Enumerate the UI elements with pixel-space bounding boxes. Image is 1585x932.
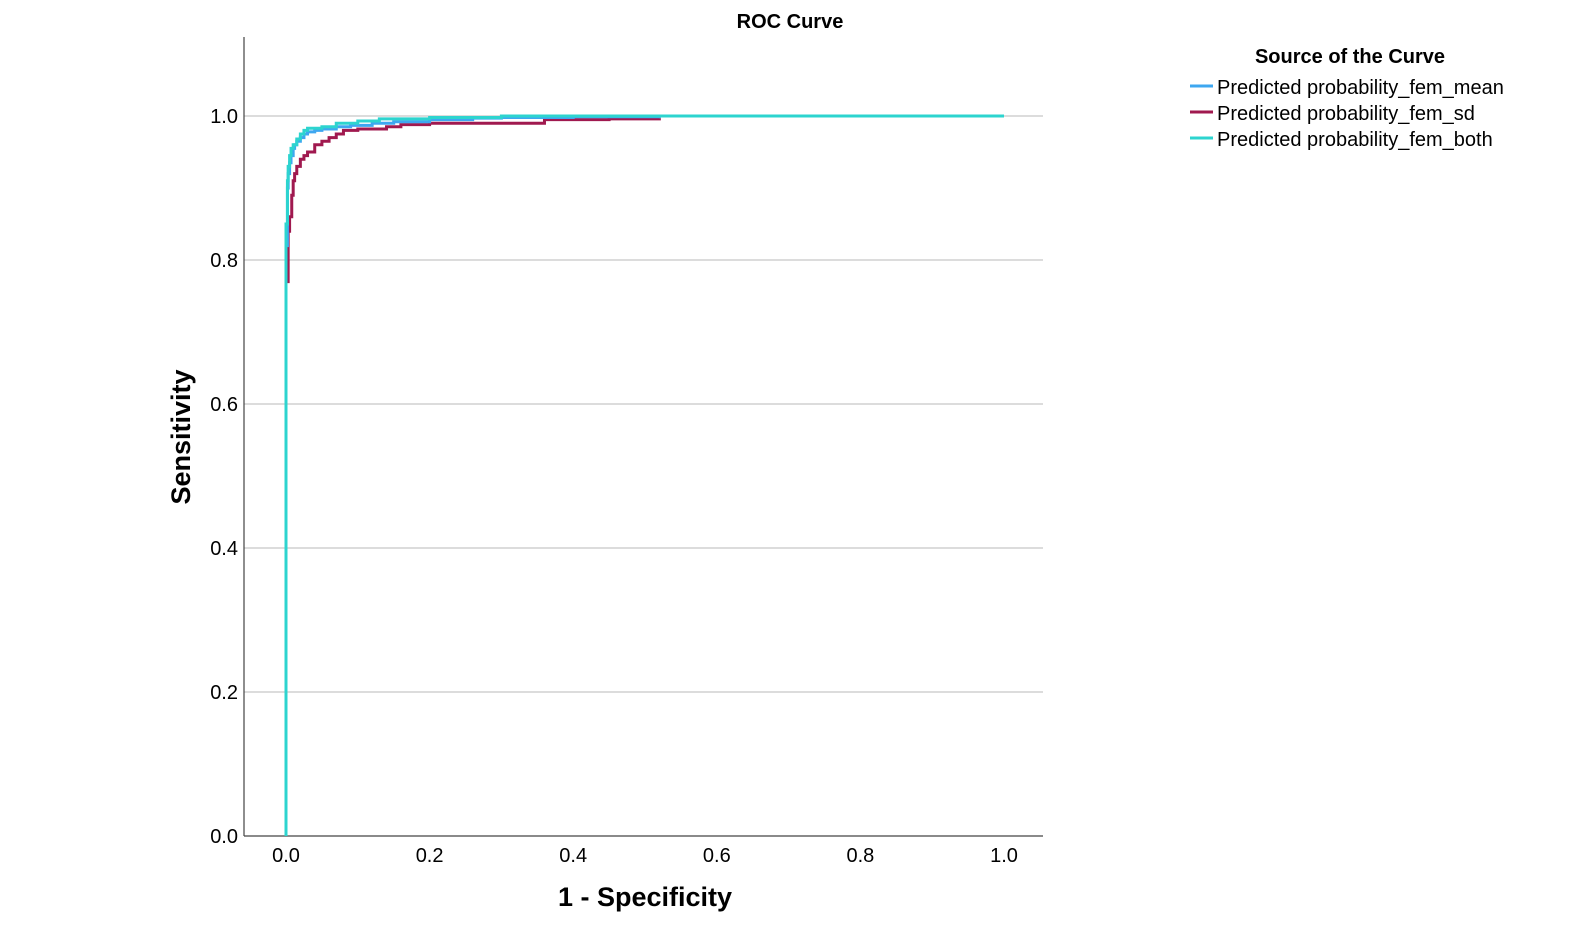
- legend-items: Predicted probability_fem_mean Predicted …: [1190, 77, 1504, 151]
- x-tick-label-1: 0.2: [416, 845, 444, 867]
- series-line-0: [284, 114, 1004, 836]
- y-tick-label-1: 0.2: [210, 682, 238, 704]
- y-axis-label: Sensitivity: [166, 369, 196, 504]
- y-tick-label-3: 0.6: [210, 394, 238, 416]
- chart-title: ROC Curve: [737, 11, 844, 33]
- roc-series: [284, 114, 1004, 836]
- series-line-2: [284, 114, 1004, 836]
- legend-label-2: Predicted probability_fem_both: [1217, 129, 1493, 151]
- y-tick-labels: 0.0 0.2 0.4 0.6 0.8 1.0: [210, 106, 238, 848]
- legend-label-1: Predicted probability_fem_sd: [1217, 103, 1475, 125]
- legend-label-0: Predicted probability_fem_mean: [1217, 77, 1504, 99]
- x-tick-label-3: 0.6: [703, 845, 731, 867]
- y-tick-label-5: 1.0: [210, 106, 238, 128]
- x-tick-label-5: 1.0: [990, 845, 1018, 867]
- legend-title: Source of the Curve: [1255, 46, 1445, 68]
- x-tick-label-2: 0.4: [559, 845, 587, 867]
- series-line-1: [284, 117, 661, 836]
- gridlines: [244, 115, 1043, 693]
- x-tick-labels: 0.0 0.2 0.4 0.6 0.8 1.0: [272, 845, 1018, 867]
- y-tick-label-2: 0.4: [210, 538, 238, 560]
- x-tick-label-4: 0.8: [846, 845, 874, 867]
- x-tick-label-0: 0.0: [272, 845, 300, 867]
- y-tick-label-4: 0.8: [210, 250, 238, 272]
- legend: Source of the Curve Predicted probabilit…: [1190, 46, 1504, 151]
- x-axis-label: 1 - Specificity: [558, 882, 732, 912]
- y-tick-label-0: 0.0: [210, 826, 238, 848]
